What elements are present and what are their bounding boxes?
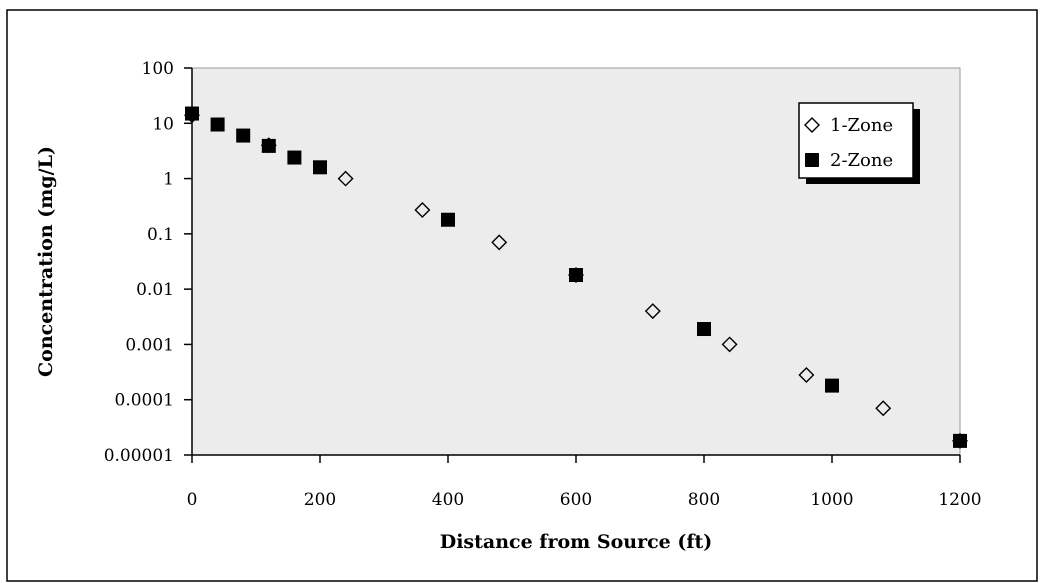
diamond-point — [875, 400, 892, 417]
axis-ticks — [184, 67, 961, 463]
legend-marker — [804, 117, 820, 133]
x-tick-label: 0 — [187, 490, 198, 510]
square-point — [569, 268, 583, 283]
y-tick-label: 0.1 — [147, 225, 174, 245]
x-tick-label: 1200 — [938, 490, 981, 510]
diamond-point — [337, 170, 354, 187]
y-tick-label: 10 — [152, 114, 174, 134]
x-axis-title: Distance from Source (ft) — [440, 531, 713, 553]
y-tick-label: 0.0001 — [115, 391, 174, 411]
square-point — [441, 212, 455, 227]
legend-label: 1-Zone — [830, 115, 893, 136]
y-tick-label: 0.001 — [125, 335, 174, 355]
y-tick-label: 0.01 — [136, 280, 174, 300]
y-tick-label: 100 — [142, 59, 174, 79]
diamond-point — [798, 367, 815, 383]
series-2-zone — [185, 106, 967, 448]
diamond-point — [721, 336, 738, 353]
legend-label: 2-Zone — [830, 150, 893, 171]
x-tick-label: 200 — [304, 490, 336, 510]
x-tick-label: 1000 — [810, 490, 853, 510]
x-tick-label: 600 — [560, 490, 592, 510]
square-point — [287, 150, 302, 165]
square-point — [261, 138, 276, 153]
square-point — [825, 378, 839, 393]
x-tick-label: 400 — [432, 490, 464, 510]
square-point — [313, 160, 327, 175]
square-point — [697, 322, 711, 337]
square-point — [236, 128, 251, 143]
x-tick-label: 800 — [688, 490, 720, 510]
y-tick-label: 1 — [163, 170, 174, 190]
y-axis-title: Concentration (mg/L) — [35, 146, 57, 377]
legend-marker — [805, 153, 819, 167]
y-tick-label: 0.00001 — [104, 446, 174, 466]
legend: 1-Zone 2-Zone — [798, 102, 920, 184]
square-point — [210, 117, 225, 132]
square-point — [185, 106, 199, 121]
data-points — [184, 106, 968, 449]
square-point — [953, 433, 967, 448]
axis-tick-labels: 100 10 1 0.1 0.01 0.001 0.0001 0.00001 0 200 400 60… — [104, 59, 982, 510]
diamond-point — [644, 303, 661, 320]
diamond-point — [491, 234, 508, 251]
diamond-point — [414, 202, 431, 218]
